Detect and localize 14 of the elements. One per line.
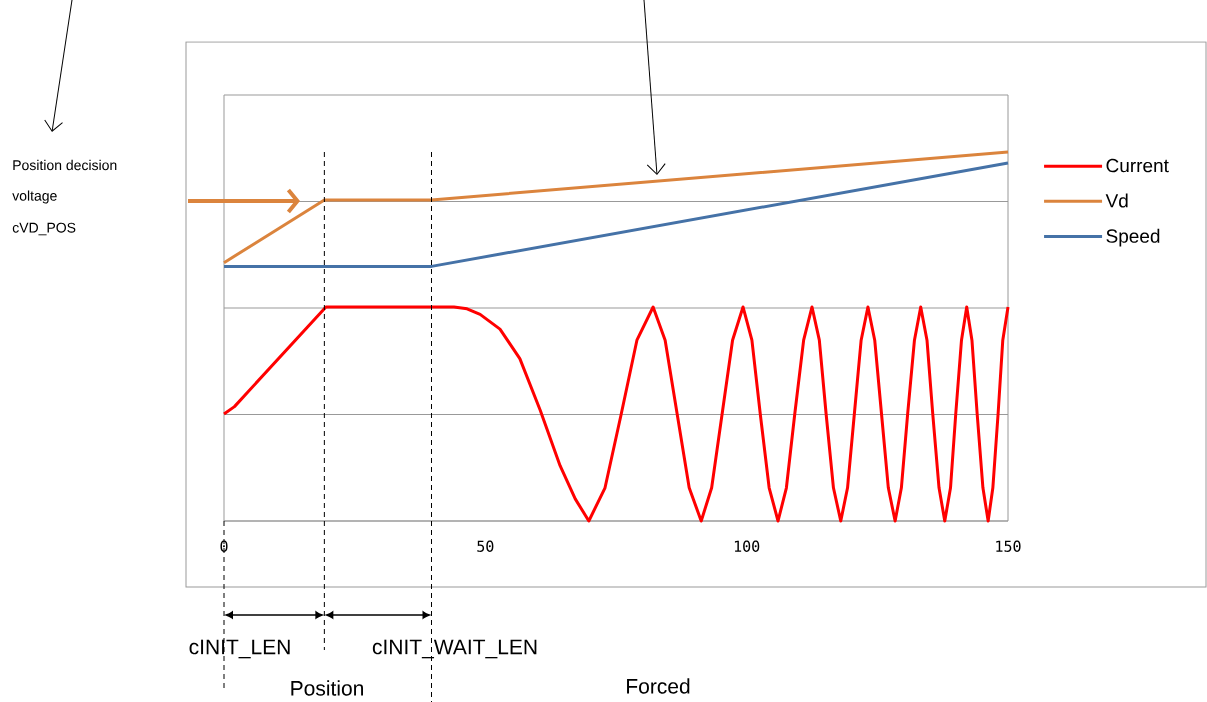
x-tick-label: 0 (220, 540, 228, 552)
x-tick-label: 50 (477, 540, 494, 552)
text: voltage (12, 190, 57, 204)
text: Forced (627, 678, 690, 694)
text: cINIT_WAIT_LEN (372, 639, 537, 659)
x-tick-label: 100 (734, 540, 760, 552)
text: cVD_POS (12, 222, 76, 236)
text: Position (291, 680, 363, 696)
legend-label: Speed (1106, 228, 1160, 247)
text: cINIT_LEN (189, 639, 290, 659)
legend-label: Current (1106, 158, 1169, 173)
text: Position decision (13, 159, 117, 171)
x-tick-label: 150 (996, 540, 1021, 552)
legend-label: Vd (1105, 193, 1128, 208)
